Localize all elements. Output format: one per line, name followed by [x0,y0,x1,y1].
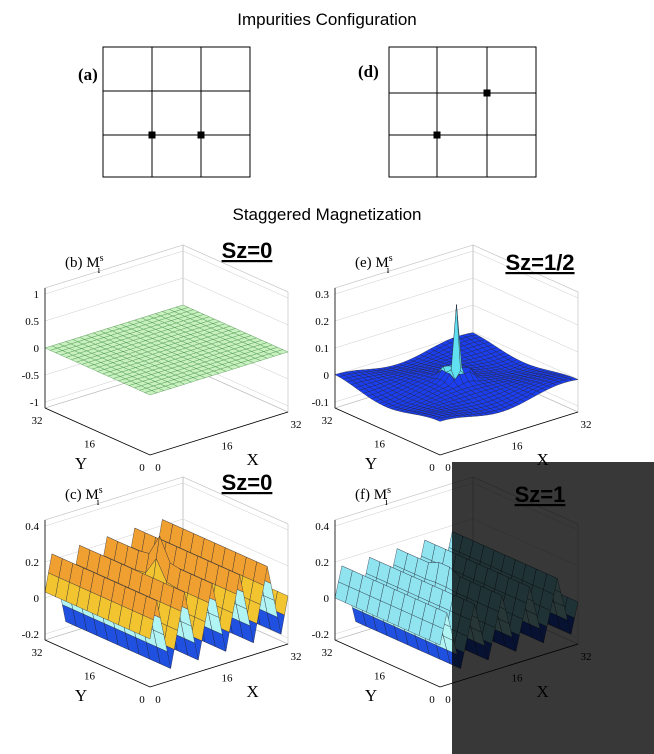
grid-line [334,331,579,380]
panel-label: (f) Ms i [355,485,391,508]
x-tick-label: 16 [222,673,234,685]
x-axis-label: X [246,450,258,469]
section-title: Staggered Magnetization [232,205,421,224]
x-tick-label: 16 [512,441,524,453]
surface-patch [139,614,154,640]
y-tick-label: 16 [374,439,386,451]
grid-line [334,304,579,353]
panel-label: (b) Ms i [65,253,104,276]
z-tick-label: -0.2 [22,629,39,641]
y-tick-label: 16 [84,671,96,683]
y-axis-label: Y [75,686,87,705]
x-tick-label: 0 [155,694,161,706]
annotation: Sz=0 [222,238,273,263]
y-tick-label: 32 [322,647,333,659]
config-label: (a) [78,65,98,84]
y-axis-label: Y [75,454,87,473]
surface-plot: 1 0.5 0 -0.5 -1 0 16 32 0 16 32 Y X (b) Ms i Sz=0 [22,238,302,474]
panel-label-sub: i [385,497,388,508]
grid-line [44,250,289,299]
x-axis-label: X [246,682,258,701]
base-edge [44,639,289,688]
panel-label-sub: i [97,497,100,508]
x-tick-label: 0 [445,462,451,474]
grid-line [44,518,289,567]
header-title: Impurities Configuration [237,10,417,29]
z-tick-label: -0.2 [312,629,329,641]
z-tick-label: 0.2 [315,557,329,569]
y-tick-label: 32 [32,415,43,427]
y-tick-label: 32 [322,415,333,427]
annotation: Sz=1/2 [505,250,574,275]
config-a [102,46,251,178]
x-tick-label: 16 [222,441,234,453]
panel-label: (c) Ms i [65,485,103,508]
z-tick-label: 0.1 [315,343,329,355]
y-axis-label: Y [365,686,377,705]
z-tick-label: -0.1 [312,397,329,409]
panel-label-sup: s [100,253,104,264]
grid-line [334,277,579,326]
y-tick-label: 0 [429,694,435,706]
surface-patch [144,390,158,396]
y-tick-label: 16 [374,671,386,683]
config-label: (d) [358,62,379,81]
base-edge [334,407,579,456]
panel-label-sub: i [387,265,390,276]
surface-patch [429,623,444,646]
z-tick-label: 0.3 [315,289,329,301]
panel-label-text: (e) M [355,255,389,271]
surface-patch [435,418,446,422]
z-tick-label: 0.2 [315,316,329,328]
z-tick-label: 0.4 [315,521,329,533]
z-tick-label: 1 [34,289,40,301]
x-tick-label: 32 [291,651,302,663]
panel-label-sup: s [387,485,391,496]
z-tick-label: -1 [30,397,39,409]
x-tick-label: 0 [445,694,451,706]
panel-label: (e) Ms i [355,253,393,276]
panel-label-sup: s [99,485,103,496]
grid-line [44,277,289,326]
z-tick-label: 0 [34,343,40,355]
z-tick-label: 0.5 [25,316,39,328]
x-tick-label: 32 [581,419,592,431]
grid-line [334,250,579,299]
x-tick-label: 0 [155,462,161,474]
x-tick-label: 32 [291,419,302,431]
z-tick-label: 0.4 [25,521,39,533]
z-tick-label: 0 [324,593,330,605]
z-tick-label: 0 [324,370,330,382]
base-edge [44,407,289,456]
y-tick-label: 0 [139,462,145,474]
grid-line [44,482,289,531]
dark-overlay [452,462,654,754]
y-tick-label: 0 [139,694,145,706]
panel-label-sub: i [97,265,100,276]
panel-label-sup: s [389,253,393,264]
y-tick-label: 32 [32,647,43,659]
config-d [388,46,537,178]
surface-plot: 0.4 0.2 0 -0.2 0 16 32 0 16 32 Y X (c) Ms i Sz=0 [22,470,302,706]
y-tick-label: 16 [84,439,96,451]
annotation: Sz=0 [222,470,273,495]
z-tick-label: -0.5 [22,370,40,382]
y-tick-label: 0 [429,462,435,474]
y-axis-label: Y [365,454,377,473]
panel-label-text: (f) M [355,487,387,503]
panel-label-text: (c) M [65,487,99,503]
z-tick-label: 0.2 [25,557,39,569]
panel-label-text: (b) M [65,255,100,271]
z-tick-label: 0 [34,593,40,605]
